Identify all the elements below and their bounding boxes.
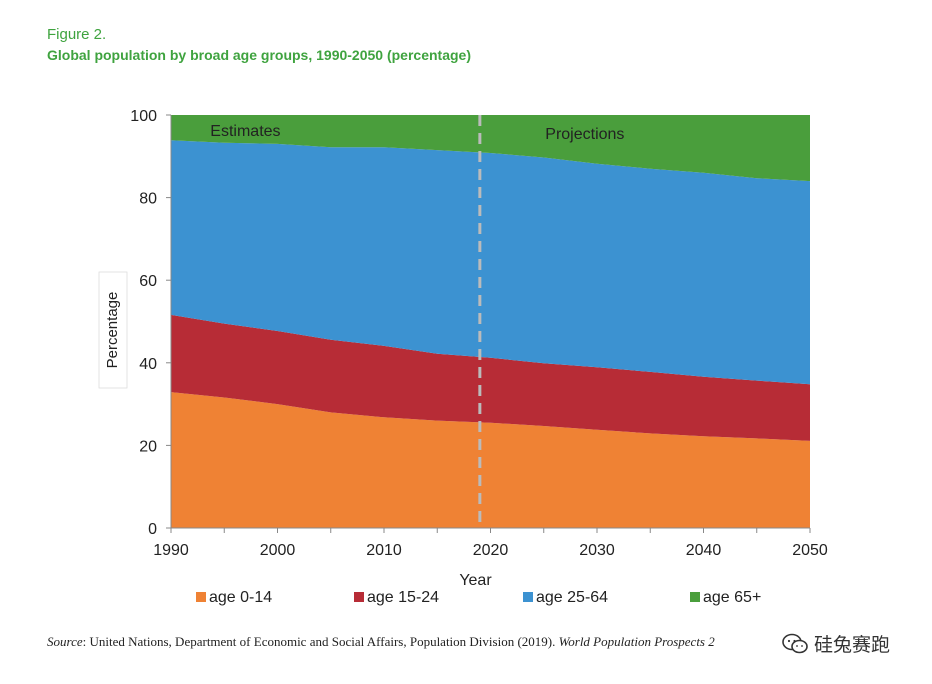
legend-swatch <box>354 592 364 602</box>
x-tick-label: 2010 <box>366 542 402 559</box>
legend-swatch <box>196 592 206 602</box>
x-tick-label: 2030 <box>579 542 615 559</box>
legend-swatch <box>690 592 700 602</box>
y-tick-label: 60 <box>139 273 157 290</box>
area-age-65- <box>171 115 810 182</box>
legend-label: age 15-24 <box>367 589 439 606</box>
area-age-0-14 <box>171 392 810 528</box>
source-prefix: Source <box>47 634 83 649</box>
y-tick-label: 40 <box>139 356 157 373</box>
x-tick-label: 2050 <box>792 542 828 559</box>
legend-label: age 0-14 <box>209 589 272 606</box>
x-axis-title: Year <box>459 572 492 589</box>
wechat-icon <box>782 633 808 653</box>
source-note: Source: United Nations, Department of Ec… <box>47 634 715 650</box>
area-age-15-24 <box>171 314 810 441</box>
legend-swatch <box>523 592 533 602</box>
area-age-25-64 <box>171 140 810 385</box>
x-tick-label: 2020 <box>473 542 509 559</box>
x-tick-label: 2000 <box>260 542 296 559</box>
y-tick-label: 20 <box>139 438 157 455</box>
y-tick-label: 100 <box>130 108 157 125</box>
y-axis-title-box <box>98 271 128 389</box>
watermark-text: 硅兔赛跑 <box>814 634 891 656</box>
source-text: : United Nations, Department of Economic… <box>82 634 559 649</box>
annotation-estimates: Estimates <box>210 123 280 140</box>
y-axis-title: Percentage <box>104 292 121 369</box>
x-tick-label: 1990 <box>153 542 189 559</box>
y-tick-label: 80 <box>139 191 157 208</box>
figure-label: Figure 2. <box>47 26 107 43</box>
figure-title: Global population by broad age groups, 1… <box>47 47 471 63</box>
y-tick-label: 0 <box>148 521 157 538</box>
chart-annotations: Estimates Projections <box>210 115 624 528</box>
stacked-areas <box>171 115 810 528</box>
chart-legend: age 0-14 age 15-24 age 25-64 age 65+ <box>196 589 761 606</box>
watermark: 硅兔赛跑 <box>778 630 895 657</box>
source-italic: World Population Prospects 2 <box>558 634 715 649</box>
legend-label: age 65+ <box>703 589 761 606</box>
x-tick-label: 2040 <box>686 542 722 559</box>
annotation-projections: Projections <box>545 126 624 143</box>
legend-label: age 25-64 <box>536 589 608 606</box>
